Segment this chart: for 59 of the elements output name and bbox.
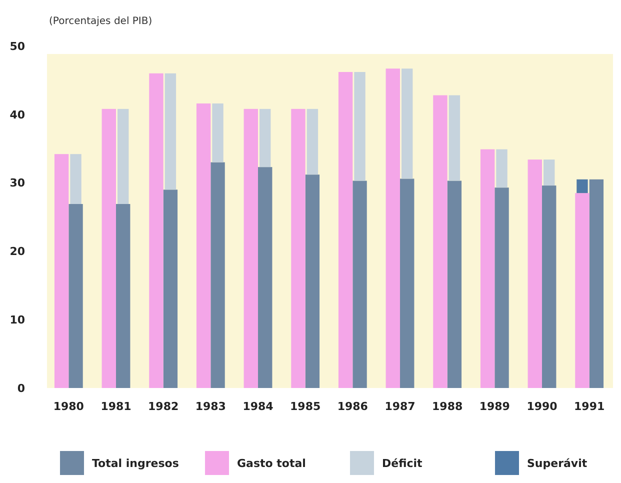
x-tick-label: 1991 xyxy=(574,400,605,413)
bar xyxy=(54,154,69,388)
bar xyxy=(402,68,413,179)
legend-label: Total ingresos xyxy=(92,456,180,470)
bar xyxy=(447,180,462,388)
bar xyxy=(494,188,509,388)
bar xyxy=(386,68,400,388)
bar xyxy=(70,154,82,204)
legend-label: Gasto total xyxy=(237,456,306,470)
y-tick-label: 20 xyxy=(10,245,26,258)
bar xyxy=(433,95,448,388)
bar xyxy=(116,204,130,388)
x-tick-label: 1989 xyxy=(479,400,510,413)
y-tick-label: 50 xyxy=(10,40,26,53)
bar xyxy=(448,95,460,181)
bar xyxy=(291,108,306,388)
x-tick-label: 1981 xyxy=(100,400,132,413)
bar xyxy=(480,149,495,388)
bar xyxy=(102,108,116,388)
bar xyxy=(354,72,366,181)
bar xyxy=(589,179,604,388)
bar xyxy=(164,73,176,190)
x-tick-label: 1984 xyxy=(242,400,274,413)
legend-label: Superávit xyxy=(527,456,588,470)
bar xyxy=(210,162,225,388)
y-axis-title: (Porcentajes del PIB) xyxy=(49,16,152,27)
bar xyxy=(528,160,542,388)
y-tick-label: 10 xyxy=(10,313,26,326)
x-tick-label: 1980 xyxy=(53,400,84,413)
legend-label: Déficit xyxy=(382,456,422,470)
x-tick-label: 1986 xyxy=(337,400,368,413)
bar xyxy=(352,180,367,388)
x-tick-label: 1985 xyxy=(290,400,321,413)
bar xyxy=(258,167,272,388)
bar xyxy=(544,160,555,186)
bar xyxy=(400,178,414,388)
x-tick-label: 1990 xyxy=(526,400,558,413)
y-tick-label: 30 xyxy=(10,176,26,190)
bar xyxy=(542,186,556,388)
x-tick-label: 1983 xyxy=(195,400,226,413)
bar xyxy=(575,193,590,388)
bar xyxy=(305,174,320,388)
bar xyxy=(68,204,83,388)
y-tick-label: 0 xyxy=(17,382,26,395)
bar xyxy=(338,72,353,388)
x-tick-label: 1987 xyxy=(384,400,416,413)
bar xyxy=(496,149,508,188)
bar xyxy=(163,190,178,388)
bar xyxy=(118,108,129,204)
bar xyxy=(149,73,164,388)
bar xyxy=(306,108,318,175)
x-tick-label: 1988 xyxy=(432,400,463,413)
bar xyxy=(196,103,211,388)
bar xyxy=(244,108,258,388)
y-tick-label: 40 xyxy=(10,108,26,122)
bar xyxy=(212,103,224,162)
x-tick-label: 1982 xyxy=(148,400,179,413)
bar xyxy=(260,108,271,168)
bar xyxy=(576,179,588,194)
